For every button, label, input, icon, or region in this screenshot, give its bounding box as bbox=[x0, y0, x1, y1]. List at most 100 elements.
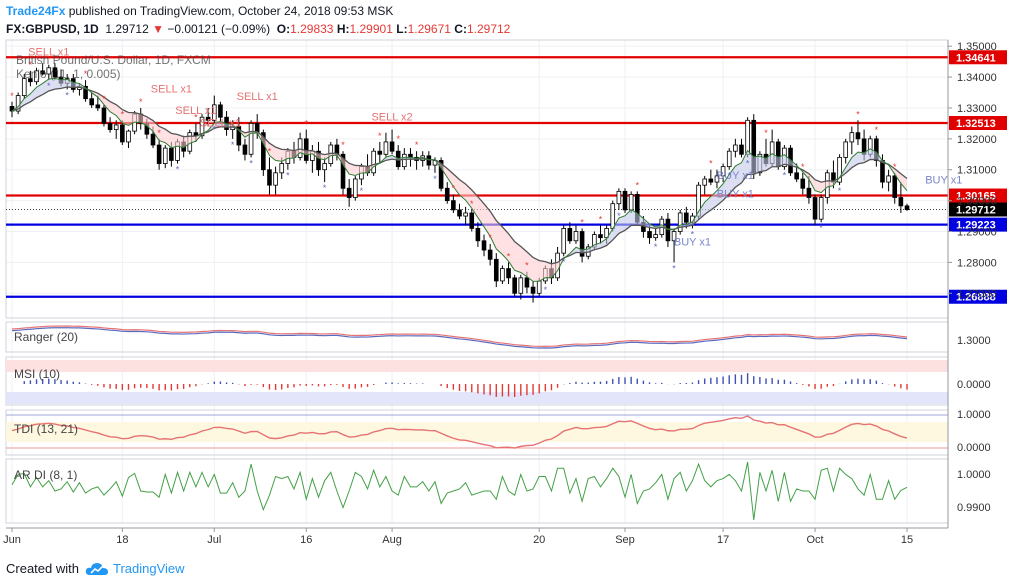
candle-body bbox=[628, 194, 634, 211]
cloud-segment bbox=[526, 251, 534, 282]
sell-dot-marker: * bbox=[304, 119, 308, 129]
cloud-segment bbox=[97, 93, 104, 105]
cloud-segment bbox=[484, 203, 491, 237]
candle-body bbox=[733, 144, 738, 152]
candle-body bbox=[316, 150, 321, 171]
buy-dot-marker: * bbox=[231, 140, 235, 150]
candle-body bbox=[524, 277, 530, 288]
low-label: L: bbox=[396, 22, 408, 36]
tdi-band bbox=[6, 422, 948, 442]
x-tick-label: Jul bbox=[207, 534, 221, 546]
cloud-segment bbox=[741, 150, 748, 183]
cloud-segment bbox=[551, 262, 558, 278]
buy-signal-label: BUY x1 bbox=[925, 175, 962, 187]
candle-body bbox=[279, 163, 285, 174]
cloud-segment bbox=[361, 165, 368, 173]
candle-body bbox=[500, 268, 505, 282]
candle-body bbox=[567, 228, 573, 242]
candle-body bbox=[383, 141, 389, 155]
candle-body bbox=[702, 178, 708, 186]
candle-body bbox=[377, 150, 383, 155]
sell-dot-marker: * bbox=[84, 69, 88, 79]
sell-dot-marker: * bbox=[893, 162, 897, 172]
sell-dot-marker: * bbox=[507, 251, 511, 261]
cloud-segment bbox=[263, 136, 270, 156]
candle-body bbox=[322, 163, 327, 171]
cloud-segment bbox=[618, 215, 626, 234]
tradingview-link[interactable]: TradingView bbox=[85, 561, 185, 576]
cloud-segment bbox=[128, 112, 135, 126]
cloud-segment bbox=[349, 163, 356, 176]
cloud-segment bbox=[122, 109, 129, 126]
candle-body bbox=[352, 178, 358, 198]
x-tick-label: Sep bbox=[615, 534, 635, 546]
down-arrow-icon: ▼ bbox=[152, 22, 164, 36]
cloud-segment bbox=[146, 116, 153, 132]
level-tag bbox=[949, 115, 1007, 130]
msi-lower-band bbox=[6, 392, 948, 404]
cloud-segment bbox=[821, 180, 828, 193]
cloud-segment bbox=[520, 246, 527, 277]
cloud-segment bbox=[575, 247, 583, 253]
sell-dot-marker: * bbox=[341, 140, 345, 150]
cloud-segment bbox=[747, 150, 754, 175]
candle-body bbox=[267, 169, 272, 186]
tdi-tick-label: 0.0000 bbox=[957, 442, 991, 454]
candle-body bbox=[40, 70, 45, 75]
y-tick-label: 1.30000 bbox=[957, 196, 997, 208]
symbol-label: FX:GBPUSD, 1D bbox=[6, 22, 99, 36]
sell-dot-marker: * bbox=[139, 97, 143, 107]
candle-body bbox=[904, 205, 910, 210]
cloud-segment bbox=[36, 83, 43, 98]
sell-dot-marker: * bbox=[875, 125, 879, 135]
cloud-segment bbox=[894, 168, 901, 184]
candle-body bbox=[843, 141, 848, 158]
candle-body bbox=[849, 132, 855, 143]
cloud-segment bbox=[293, 149, 301, 159]
cloud-segment bbox=[110, 101, 117, 116]
candle-body bbox=[340, 153, 346, 189]
cloud-segment bbox=[134, 112, 141, 123]
candle-body bbox=[536, 280, 542, 294]
sell-dot-marker: * bbox=[452, 183, 456, 193]
candle-body bbox=[46, 67, 52, 75]
level-label: 1.34641 bbox=[956, 52, 996, 64]
buy-dot-marker: * bbox=[544, 285, 548, 295]
ranger-lower-line bbox=[11, 327, 908, 349]
candle-body bbox=[739, 144, 744, 155]
x-tick-label: 15 bbox=[901, 534, 913, 546]
pane-frame-0 bbox=[5, 39, 949, 319]
ohlc-legend: FX:GBPUSD, 1D 1.29712 ▼ −0.00121 (−0.09%… bbox=[6, 22, 510, 36]
buy-dot-marker: * bbox=[323, 183, 327, 193]
sell-signal-label: SELL x1 bbox=[237, 91, 278, 103]
cloud-segment bbox=[857, 152, 865, 164]
sell-signal-label: SELL x1 bbox=[28, 46, 69, 58]
buy-dot-marker: * bbox=[746, 158, 750, 168]
cloud-segment bbox=[471, 189, 478, 218]
candle-body bbox=[708, 178, 714, 183]
ardi-pane-title: AR DI (8, 1) bbox=[14, 468, 77, 482]
candle-body bbox=[248, 123, 254, 155]
candle-body bbox=[463, 212, 468, 217]
candle-body bbox=[579, 231, 585, 257]
candle-body bbox=[156, 144, 162, 164]
buy-dot-marker: * bbox=[213, 124, 217, 134]
candle-body bbox=[573, 231, 579, 242]
buy-dot-marker: * bbox=[286, 171, 290, 181]
sell-dot-marker: * bbox=[194, 112, 198, 122]
candle-body bbox=[677, 212, 683, 232]
candle-body bbox=[126, 130, 131, 143]
cloud-segment bbox=[67, 79, 74, 88]
y-tick-label: 1.32000 bbox=[957, 134, 997, 146]
high-value: 1.29901 bbox=[349, 22, 393, 36]
ranger-upper-line bbox=[11, 325, 908, 347]
buy-dot-marker: * bbox=[65, 90, 69, 100]
msi-pane-title: MSI (10) bbox=[14, 367, 60, 381]
sell-dot-marker: * bbox=[29, 60, 33, 70]
sell-dot-marker: * bbox=[709, 159, 713, 169]
candle-body bbox=[346, 187, 352, 198]
cloud-segment bbox=[281, 149, 288, 162]
brand-name[interactable]: Trade24Fx bbox=[6, 4, 66, 18]
candle-body bbox=[89, 98, 94, 106]
